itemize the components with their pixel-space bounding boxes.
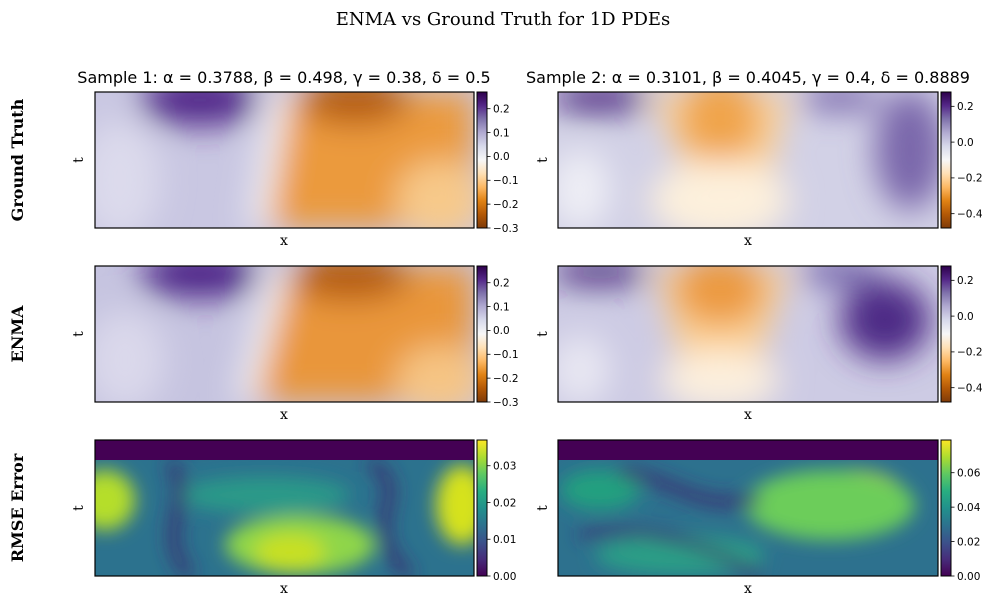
- column-title-sample-2: Sample 2: α = 0.3101, β = 0.4045, γ = 0.…: [526, 68, 970, 87]
- y-axis-label: t: [71, 331, 87, 337]
- colorbar-tick-label: 0.01: [493, 534, 516, 546]
- y-axis-label: t: [535, 157, 551, 163]
- y-axis-label: t: [71, 157, 87, 163]
- colorbar-tick-label: 0.02: [957, 536, 980, 548]
- colorbar-tick-label: −0.2: [493, 199, 519, 211]
- colorbar-tick-label: 0.02: [493, 497, 516, 509]
- colorbar-tick-label: 0.2: [493, 278, 510, 290]
- colorbar-tick-label: 0.0: [957, 137, 974, 149]
- heatmap-rmse-error-sample-2: [557, 439, 939, 577]
- colorbar-gradient: [476, 91, 488, 229]
- colorbar-enma-sample-2: −0.4 −0.2 0.0 0.2: [940, 265, 983, 403]
- heatmap-rmse-error-sample-1: [94, 439, 475, 577]
- x-axis-label: x: [280, 407, 288, 423]
- figure-title: ENMA vs Ground Truth for 1D PDEs: [336, 9, 671, 30]
- column-title-sample-1: Sample 1: α = 0.3788, β = 0.498, γ = 0.3…: [77, 68, 490, 87]
- colorbar-rmse-error-sample-1: 0.00 0.01 0.02 0.03: [476, 439, 516, 583]
- colorbar-tick-label: −0.2: [957, 347, 983, 359]
- colorbar-gradient: [940, 439, 952, 577]
- heatmap-enma-sample-1: [94, 265, 475, 403]
- colorbar-tick-label: −0.2: [957, 173, 983, 185]
- colorbar-enma-sample-1: −0.3 −0.2 −0.1 0.0 0.1 0.2: [476, 265, 519, 409]
- colorbar-tick-label: 0.00: [957, 571, 980, 583]
- colorbar-tick-label: 0.04: [957, 502, 981, 514]
- colorbar-gradient: [476, 265, 488, 403]
- colorbar-tick-label: 0.1: [493, 127, 510, 139]
- colorbar-ground-truth-sample-1: −0.3 −0.2 −0.1 0.0 0.1 0.2: [476, 91, 519, 235]
- colorbar-tick-label: 0.00: [493, 571, 516, 583]
- colorbar-rmse-error-sample-2: 0.00 0.02 0.04 0.06: [940, 439, 981, 583]
- colorbar-tick-label: 0.2: [957, 275, 974, 287]
- row-label-rmse-error: RMSE Error: [8, 453, 27, 562]
- y-axis-label: t: [71, 505, 87, 511]
- x-axis-label: x: [744, 233, 752, 249]
- colorbar-tick-label: 0.2: [957, 101, 974, 113]
- colorbar-gradient: [476, 439, 488, 577]
- colorbar-tick-label: 0.0: [493, 325, 510, 337]
- colorbar-tick-label: −0.3: [493, 397, 519, 409]
- colorbar-gradient: [940, 265, 952, 403]
- colorbar-tick-label: 0.06: [957, 468, 981, 480]
- colorbar-tick-label: 0.0: [493, 151, 510, 163]
- row-label-ground-truth: Ground Truth: [8, 98, 27, 221]
- colorbar-tick-label: −0.1: [493, 175, 519, 187]
- x-axis-label: x: [280, 581, 288, 597]
- heatmap-ground-truth-sample-2: [557, 91, 939, 229]
- colorbar-gradient: [940, 91, 952, 229]
- colorbar-tick-label: −0.4: [957, 208, 983, 220]
- x-axis-label: x: [744, 407, 752, 423]
- colorbar-tick-label: −0.4: [957, 382, 983, 394]
- heatmap-ground-truth-sample-1: [94, 91, 475, 229]
- heatmap-enma-sample-2: [557, 265, 939, 403]
- y-axis-label: t: [535, 505, 551, 511]
- colorbar-tick-label: −0.2: [493, 373, 519, 385]
- colorbar-tick-label: 0.1: [493, 301, 510, 313]
- x-axis-label: x: [280, 233, 288, 249]
- x-axis-label: x: [744, 581, 752, 597]
- colorbar-ground-truth-sample-2: −0.4 −0.2 0.0 0.2: [940, 91, 983, 229]
- colorbars: −0.3 −0.2 −0.1 0.0 0.1 0.2 −0.3 −0.2 −0.1 0.0 0.1 0…: [476, 91, 983, 583]
- colorbar-tick-label: 0.0: [957, 311, 974, 323]
- colorbar-tick-label: −0.3: [493, 223, 519, 235]
- colorbar-tick-label: 0.03: [493, 461, 516, 473]
- row-label-enma: ENMA: [8, 305, 27, 363]
- colorbar-tick-label: 0.2: [493, 104, 510, 116]
- colorbar-tick-label: −0.1: [493, 349, 519, 361]
- axis-labels: x x x x x x t t t t t t: [71, 157, 752, 597]
- y-axis-label: t: [535, 331, 551, 337]
